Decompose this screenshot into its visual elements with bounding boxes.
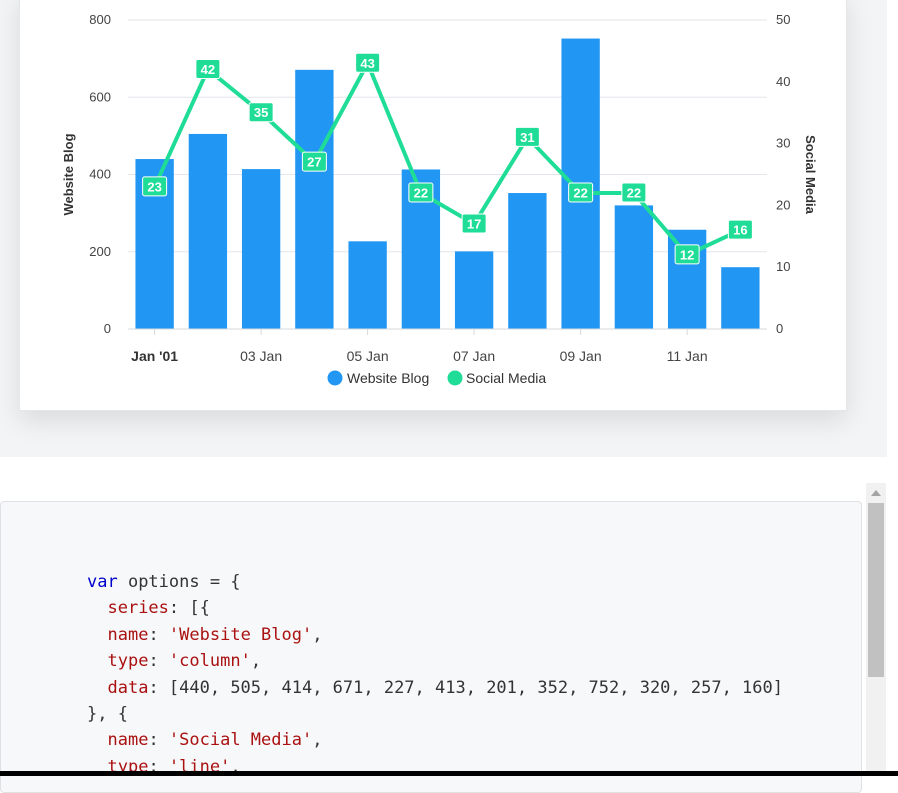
code-token xyxy=(87,730,107,750)
x-tick-label: 07 Jan xyxy=(453,348,495,364)
y-tick-label: 600 xyxy=(89,89,111,104)
code-token xyxy=(87,625,107,645)
x-tick-label: 09 Jan xyxy=(560,348,602,364)
data-label-social-media: 22 xyxy=(627,186,641,201)
code-token: : [{ xyxy=(168,598,210,619)
data-label-social-media: 16 xyxy=(733,223,747,238)
bar-website-blog xyxy=(614,205,654,329)
y-right-tick-label: 40 xyxy=(776,74,790,89)
bar-website-blog xyxy=(295,69,334,330)
bar-website-blog xyxy=(721,267,760,329)
data-label-box xyxy=(142,176,168,197)
y-right-axis-title: Social Media xyxy=(803,135,818,215)
data-label-social-media: 17 xyxy=(467,216,481,231)
code-token: 'Social Media' xyxy=(168,730,313,751)
code-token: , xyxy=(250,651,262,672)
vertical-scrollbar[interactable] xyxy=(866,483,886,776)
code-panel[interactable]: var options = { series: [{ name: 'Websit… xyxy=(0,501,862,793)
code-token: 'Website Blog' xyxy=(168,624,313,645)
data-label-box xyxy=(621,182,647,203)
data-label-box xyxy=(408,182,434,203)
data-label-social-media: 31 xyxy=(520,130,534,145)
code-token: data xyxy=(107,677,149,698)
data-label-box xyxy=(355,52,381,73)
code-token: : xyxy=(148,730,169,751)
code-token xyxy=(87,598,107,618)
data-label-box xyxy=(727,219,753,240)
code-token xyxy=(87,651,107,671)
bar-website-blog xyxy=(241,169,281,329)
data-label-box xyxy=(674,244,700,265)
scroll-thumb[interactable] xyxy=(868,503,884,677)
scroll-up-arrow-icon[interactable] xyxy=(866,483,886,503)
bar-website-blog xyxy=(508,193,547,329)
data-label-box xyxy=(301,151,327,172)
code-token: name xyxy=(107,730,149,751)
x-tick-label: 05 Jan xyxy=(347,348,389,364)
y-right-tick-label: 10 xyxy=(776,259,790,274)
x-tick-label: 03 Jan xyxy=(240,348,282,364)
code-token: type xyxy=(107,651,149,672)
data-label-social-media: 12 xyxy=(680,247,694,262)
y-right-tick-label: 0 xyxy=(776,321,783,336)
code-token: , xyxy=(312,624,323,645)
code-token: : xyxy=(148,624,169,645)
code-token: : xyxy=(148,756,169,777)
data-label-social-media: 43 xyxy=(360,56,374,71)
y-tick-label: 200 xyxy=(89,244,111,259)
data-label-social-media: 27 xyxy=(307,155,321,170)
legend-label-social-media: Social Media xyxy=(466,370,546,386)
data-label-box xyxy=(568,182,594,203)
y-tick-label: 800 xyxy=(89,12,111,27)
code-token: var xyxy=(87,572,118,592)
code-token: name xyxy=(107,624,149,645)
bar-website-blog xyxy=(348,241,387,329)
bar-website-blog xyxy=(188,133,228,329)
code-block: var options = { series: [{ name: 'Websit… xyxy=(87,569,783,780)
code-token: : [440, 505, 414, 671, 227, 413, 201, 35… xyxy=(148,677,783,698)
code-token: 'column' xyxy=(168,651,251,672)
data-label-social-media: 42 xyxy=(201,62,215,77)
data-label-box xyxy=(461,213,487,234)
code-token: : xyxy=(148,651,169,672)
bar-website-blog xyxy=(454,251,494,329)
bottom-edge xyxy=(0,771,898,776)
y-axis-title: Website Blog xyxy=(61,133,76,215)
x-tick-label: Jan '01 xyxy=(131,348,178,364)
data-label-box xyxy=(514,126,540,147)
code-token: , xyxy=(230,756,241,777)
code-token xyxy=(87,678,107,698)
code-token: }, { xyxy=(87,704,128,725)
y-tick-label: 0 xyxy=(104,321,111,336)
y-tick-label: 400 xyxy=(89,167,111,182)
y-right-tick-label: 20 xyxy=(776,197,790,212)
code-token: , xyxy=(312,730,323,751)
legend-label-website-blog: Website Blog xyxy=(347,370,429,386)
data-label-box xyxy=(195,58,221,79)
legend-marker-social-media xyxy=(447,370,463,386)
legend-marker-website-blog xyxy=(327,370,343,386)
data-label-box xyxy=(248,102,274,123)
x-tick-label: 11 Jan xyxy=(667,348,708,364)
y-right-tick-label: 30 xyxy=(776,136,790,151)
code-token: series xyxy=(107,598,169,619)
chart-card: 0 200 400 600 800 0 10 20 30 40 50 Website Blog Soci… xyxy=(19,0,847,411)
code-token: options = { xyxy=(117,572,241,592)
data-label-social-media: 22 xyxy=(573,186,587,201)
combo-chart: 0 200 400 600 800 0 10 20 30 40 50 Website Blog Soci… xyxy=(61,12,818,386)
data-label-social-media: 35 xyxy=(254,105,268,120)
data-label-social-media: 23 xyxy=(147,179,161,194)
y-right-tick-label: 50 xyxy=(776,12,790,27)
data-label-social-media: 22 xyxy=(414,186,428,201)
